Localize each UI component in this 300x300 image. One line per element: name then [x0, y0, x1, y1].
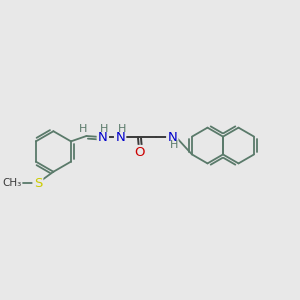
Text: N: N	[115, 131, 125, 144]
Text: H: H	[100, 124, 109, 134]
Text: H: H	[117, 124, 126, 134]
Text: O: O	[134, 146, 145, 159]
Text: S: S	[34, 177, 42, 190]
Text: H: H	[169, 140, 178, 150]
Text: N: N	[98, 131, 108, 144]
Text: N: N	[167, 131, 177, 144]
Text: H: H	[79, 124, 87, 134]
Text: CH₃: CH₃	[2, 178, 22, 188]
